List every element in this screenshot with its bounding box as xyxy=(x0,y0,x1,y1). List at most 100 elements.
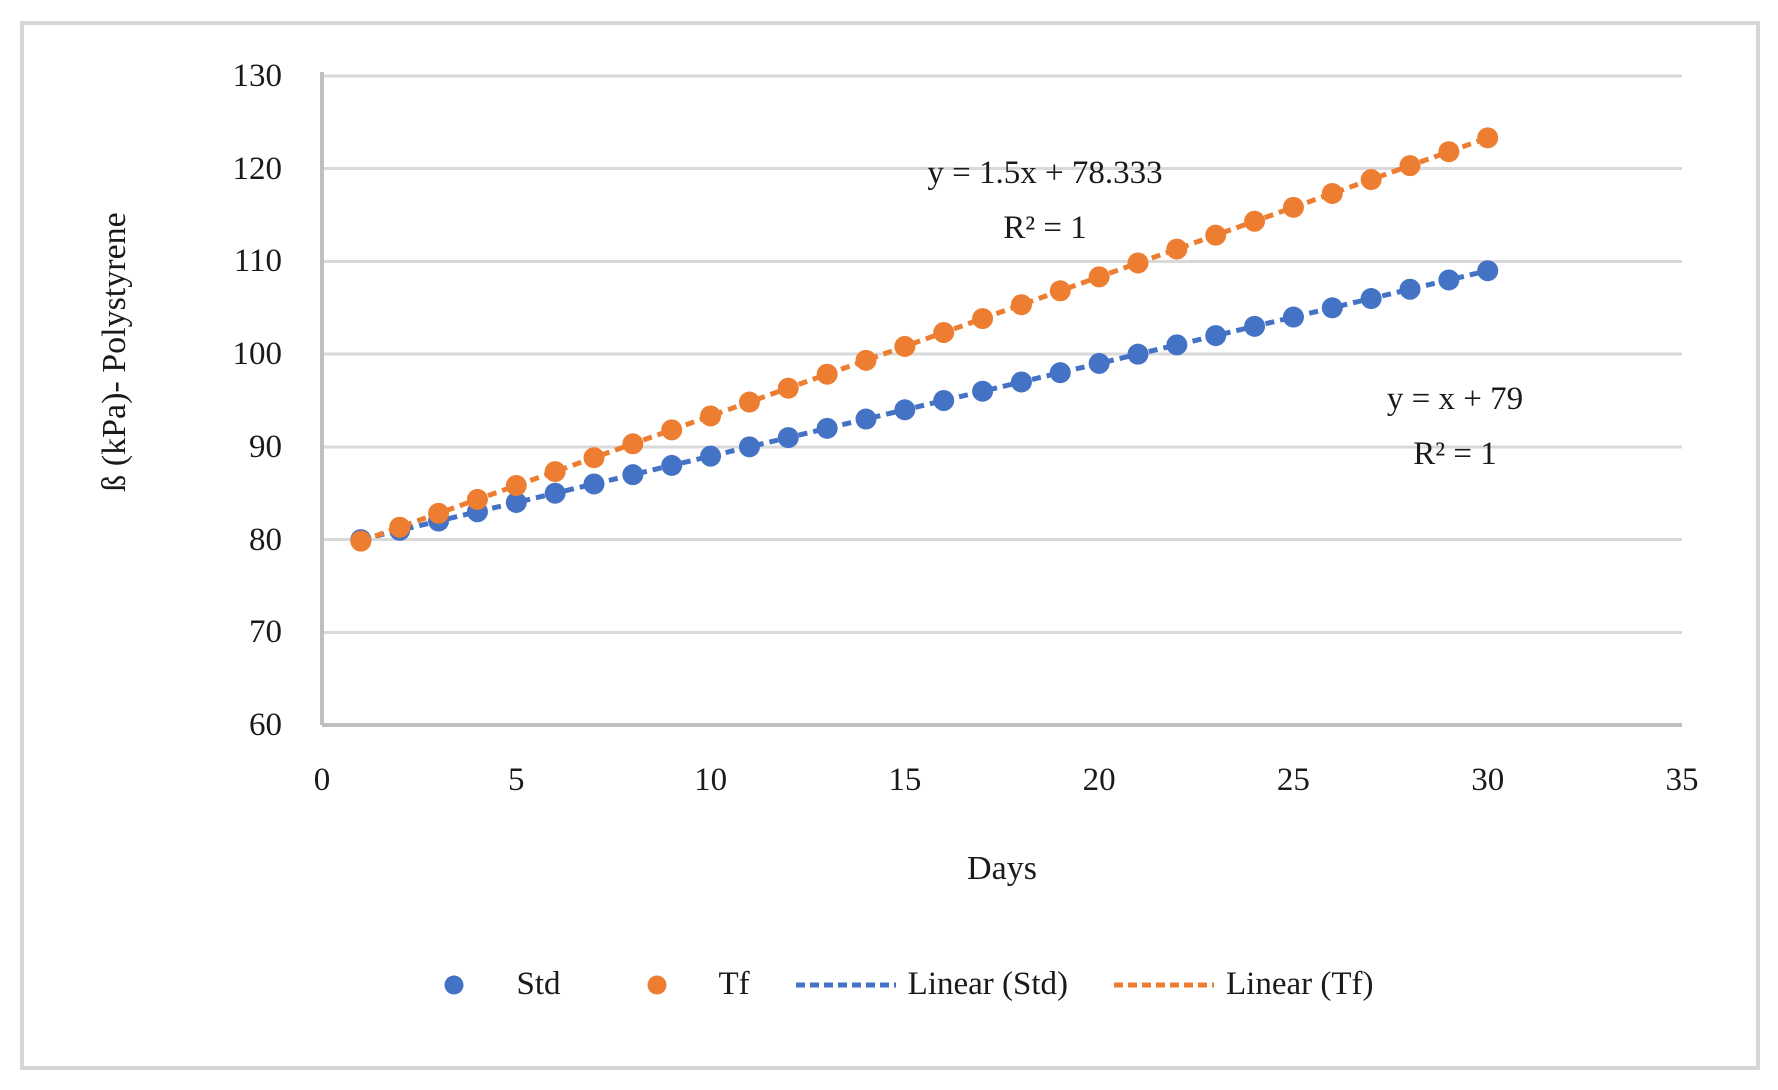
y-tick-label-60: 60 xyxy=(249,707,282,743)
data-point-tf xyxy=(1166,238,1188,260)
data-point-tf xyxy=(777,377,799,399)
data-point-std xyxy=(855,408,877,430)
data-point-std xyxy=(583,473,605,495)
data-point-tf xyxy=(350,530,372,552)
x-tick-label-25: 25 xyxy=(1276,762,1310,798)
legend-label: Linear (Std) xyxy=(907,966,1069,1002)
data-point-std xyxy=(622,464,644,486)
data-point-tf xyxy=(1399,155,1421,177)
trendline-label-tf: y = 1.5x + 78.333 R² = 1 xyxy=(927,146,1162,257)
legend-item-linear-std: Linear (Std) xyxy=(795,966,1069,1002)
data-point-tf xyxy=(428,502,450,524)
x-tick-label-30: 30 xyxy=(1471,762,1505,798)
trendline-std xyxy=(360,268,1489,543)
data-point-tf xyxy=(622,433,644,455)
data-point-std xyxy=(1282,306,1304,328)
data-point-tf xyxy=(1244,210,1266,232)
data-point-std xyxy=(816,417,838,439)
data-point-tf xyxy=(583,447,605,469)
trendline-equation-std: y = x + 79 xyxy=(1386,381,1524,417)
legend-item-tf: Tf xyxy=(607,968,750,1001)
data-point-tf xyxy=(1282,196,1304,218)
data-point-tf xyxy=(1477,127,1499,149)
x-axis-title: Days xyxy=(967,850,1037,887)
data-point-std xyxy=(700,445,722,467)
x-tick-label-35: 35 xyxy=(1665,762,1699,798)
chart-legend: Std Tf Linear (Std) Linear (Tf) xyxy=(0,968,1778,1001)
trendline-label-std: y = x + 79 R² = 1 xyxy=(1387,372,1523,483)
legend-marker-shape xyxy=(1114,982,1215,987)
data-point-std xyxy=(1088,352,1110,374)
x-tick-label-15: 15 xyxy=(888,762,922,798)
data-point-std xyxy=(777,427,799,449)
trendline-equation-tf: y = 1.5x + 78.333 xyxy=(927,155,1163,191)
legend-item-std: Std xyxy=(404,966,561,1002)
data-point-std xyxy=(972,380,994,402)
trendline-tf xyxy=(360,135,1489,544)
data-point-tf xyxy=(894,335,916,357)
data-point-tf xyxy=(1360,169,1382,191)
data-point-tf xyxy=(389,516,411,538)
data-point-std xyxy=(894,399,916,421)
data-point-tf xyxy=(972,308,994,330)
data-point-std xyxy=(505,491,527,513)
y-tick-label-120: 120 xyxy=(232,150,283,187)
legend-marker-shape xyxy=(647,975,666,994)
data-point-std xyxy=(1399,278,1421,300)
y-tick-label-90: 90 xyxy=(249,428,282,465)
legend-dot-icon xyxy=(404,975,504,995)
y-tick-label-130: 130 xyxy=(232,58,283,94)
data-point-std xyxy=(1127,343,1149,365)
legend-label: Std xyxy=(516,966,561,1002)
data-point-tf xyxy=(1049,280,1071,302)
trendline-r2-std: R² = 1 xyxy=(1413,436,1497,473)
data-point-tf xyxy=(855,349,877,371)
data-point-std xyxy=(1360,288,1382,310)
data-point-tf xyxy=(1205,224,1227,246)
legend-marker-shape xyxy=(795,982,896,987)
data-point-std xyxy=(1477,260,1499,282)
y-tick-label-100: 100 xyxy=(232,336,283,373)
trendline-r2-tf: R² = 1 xyxy=(1003,210,1087,247)
data-point-std xyxy=(1244,315,1266,337)
data-point-tf xyxy=(505,474,527,496)
data-point-std xyxy=(738,436,760,458)
legend-label: Linear (Tf) xyxy=(1226,966,1374,1002)
legend-dashed-line-icon xyxy=(795,975,896,995)
legend-item-linear-tf: Linear (Tf) xyxy=(1114,968,1374,1001)
legend-dot-icon xyxy=(607,975,707,995)
data-point-std xyxy=(1166,334,1188,356)
data-point-std xyxy=(544,482,566,504)
data-point-std xyxy=(661,454,683,476)
x-tick-label-10: 10 xyxy=(694,762,728,798)
data-point-tf xyxy=(700,405,722,427)
data-point-tf xyxy=(1321,182,1343,204)
data-point-tf xyxy=(738,391,760,413)
data-point-tf xyxy=(466,488,488,510)
data-point-std xyxy=(1438,269,1460,291)
data-point-tf xyxy=(933,322,955,344)
data-point-tf xyxy=(1438,141,1460,163)
y-tick-label-80: 80 xyxy=(249,521,282,558)
data-point-tf xyxy=(1010,294,1032,316)
data-point-tf xyxy=(1127,252,1149,274)
data-point-std xyxy=(1010,371,1032,393)
legend-marker-shape xyxy=(444,975,464,994)
y-tick-label-110: 110 xyxy=(233,243,282,280)
data-point-std xyxy=(1205,325,1227,347)
data-point-std xyxy=(1049,362,1071,384)
y-tick-label-70: 70 xyxy=(249,614,282,651)
legend-dashed-line-icon xyxy=(1114,975,1215,995)
legend-label: Tf xyxy=(718,966,750,1002)
figure-border xyxy=(20,21,1760,1070)
data-point-tf xyxy=(1088,266,1110,288)
x-tick-label-0: 0 xyxy=(313,762,331,798)
data-point-tf xyxy=(661,419,683,441)
y-axis-title: ß (kPa)- Polystyrene xyxy=(96,212,133,492)
data-point-std xyxy=(933,390,955,411)
data-point-std xyxy=(1321,297,1343,319)
x-tick-label-20: 20 xyxy=(1082,762,1116,798)
data-point-tf xyxy=(544,461,566,483)
